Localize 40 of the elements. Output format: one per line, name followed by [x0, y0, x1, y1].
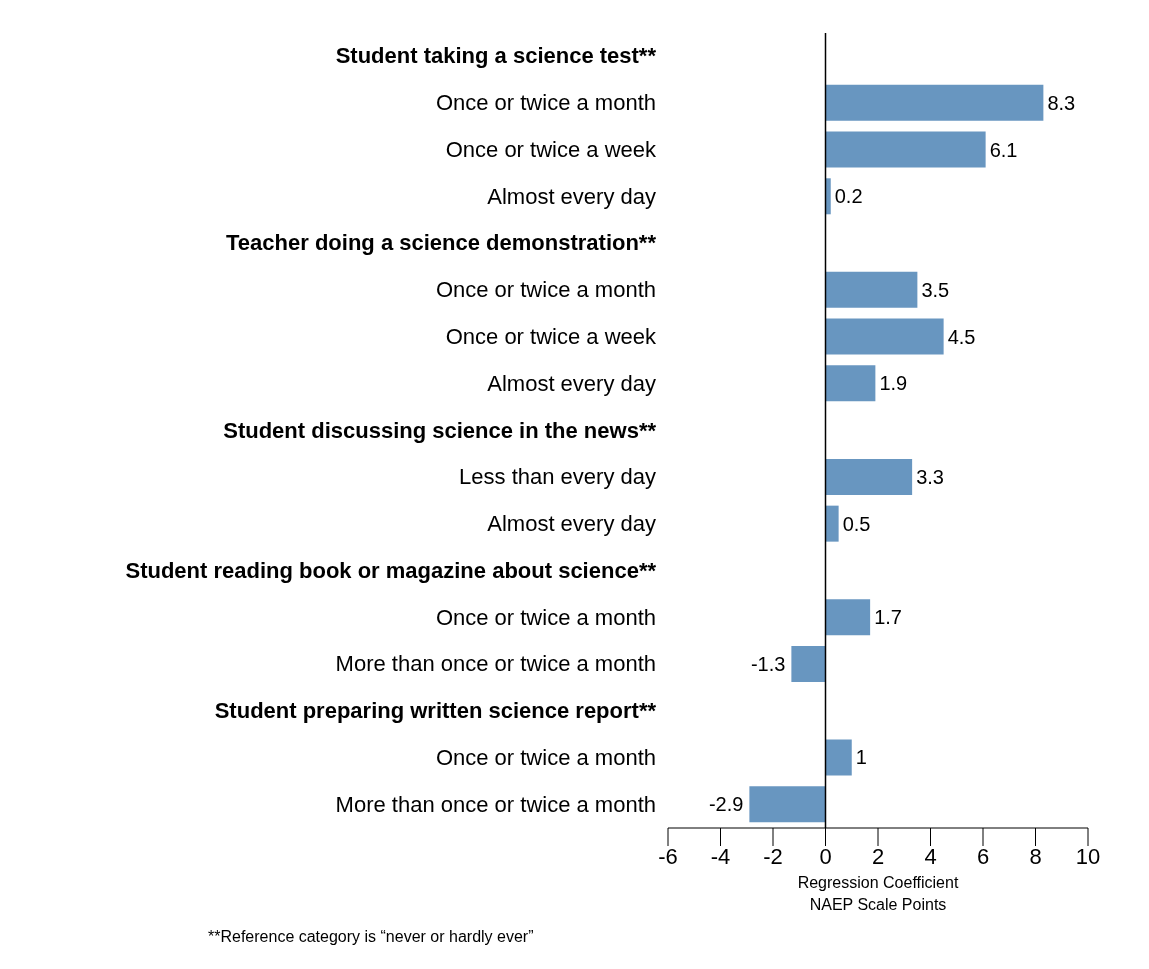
x-tick-label: 6	[976, 843, 990, 869]
y-tick-label: Once or twice a week	[445, 323, 657, 349]
y-tick-label: Less than every day	[459, 464, 656, 490]
data-label: 4.5	[947, 325, 976, 348]
y-tick-label: Once or twice a week	[445, 136, 657, 162]
data-label: 6.1	[989, 138, 1018, 161]
text: **Reference category is “never or hardly ever”	[208, 928, 534, 946]
data-label: -1.3	[750, 652, 786, 675]
data-label: 1	[855, 746, 867, 769]
data-label: 3.3	[916, 465, 944, 488]
data-label: -2.9	[708, 793, 744, 816]
x-tick-label: 2	[871, 843, 885, 869]
x-tick-label: 8	[1029, 843, 1042, 869]
y-tick-label: Once or twice a month	[435, 277, 656, 303]
y-tick-label: Teacher doing a science demonstration**	[226, 230, 657, 256]
data-label: 0.2	[834, 185, 863, 208]
x-tick-label: -6	[658, 843, 678, 869]
y-tick-label: Almost every day	[487, 370, 656, 396]
y-tick-label: Almost every day	[487, 511, 656, 537]
y-tick-label: Once or twice a month	[435, 604, 656, 630]
y-tick-label: Once or twice a month	[435, 744, 656, 770]
x-tick-label: 0	[819, 843, 832, 869]
y-tick-label: Student reading book or magazine about science**	[125, 557, 657, 583]
data-label: 8.3	[1047, 91, 1076, 114]
x-axis-title: Regression Coefficient NAEP Scale Points	[797, 874, 959, 913]
y-tick-label: Student discussing science in the news**	[223, 417, 657, 443]
y-tick-label: Student preparing written science report**	[214, 698, 657, 724]
x-tick-label: -2	[763, 843, 783, 869]
x-tick-label: 10	[1075, 843, 1101, 869]
data-label: 1.9	[879, 372, 908, 395]
data-label: 3.5	[921, 278, 950, 301]
y-tick-label: Student taking a science test**	[335, 43, 657, 69]
y-tick-label: Almost every day	[487, 183, 656, 209]
y-tick-label: More than once or twice a month	[335, 791, 656, 817]
y-tick-label: Once or twice a month	[435, 90, 656, 116]
data-label: 1.7	[874, 606, 902, 629]
y-tick-label: More than once or twice a month	[335, 651, 656, 677]
data-label: 0.5	[842, 512, 871, 535]
x-tick-label: -4	[710, 843, 731, 869]
x-tick-label: 4	[924, 843, 937, 869]
